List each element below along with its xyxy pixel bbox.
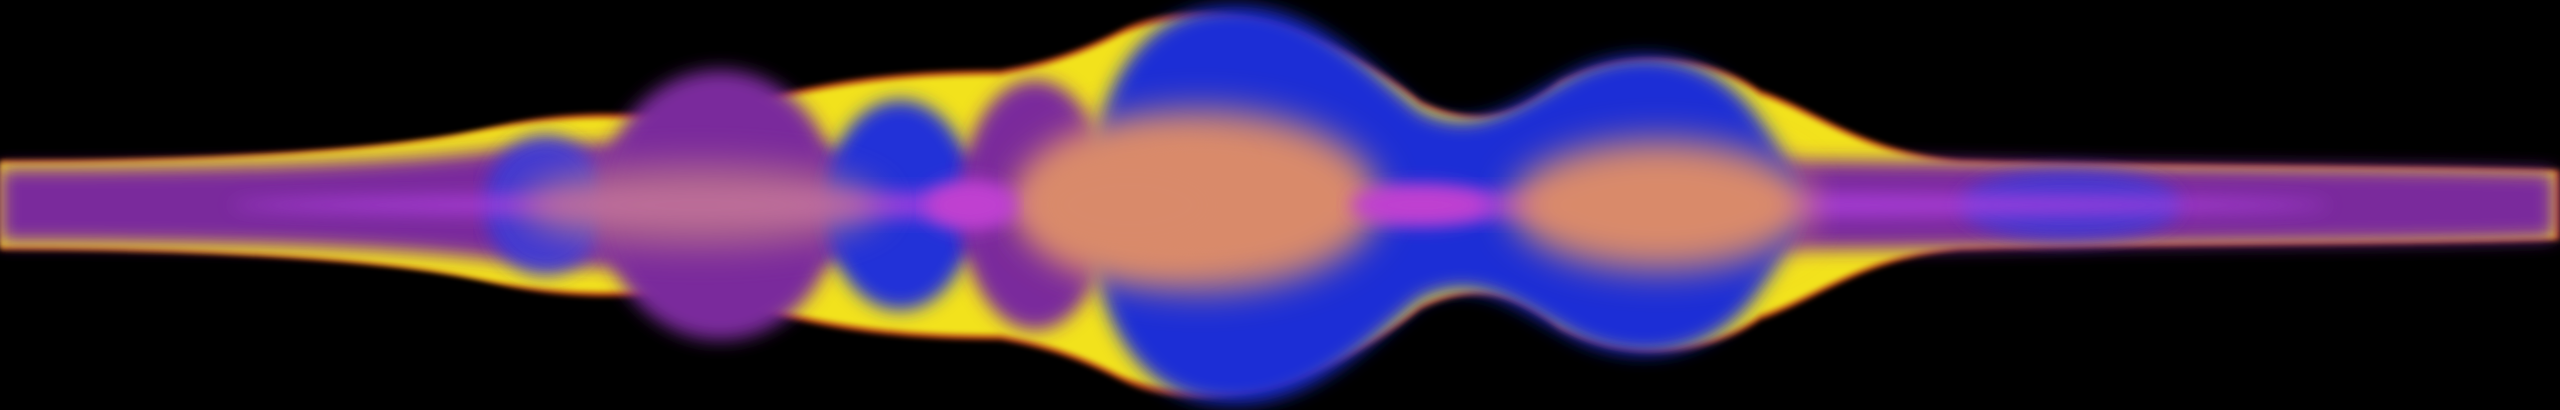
core-peach-center-2 bbox=[1020, 145, 1240, 265]
core-peach-left bbox=[520, 165, 880, 245]
core-magenta-joint-1 bbox=[925, 180, 1015, 230]
core-magenta-joint-2 bbox=[1350, 185, 1490, 225]
core-peach-right bbox=[1510, 140, 1810, 270]
